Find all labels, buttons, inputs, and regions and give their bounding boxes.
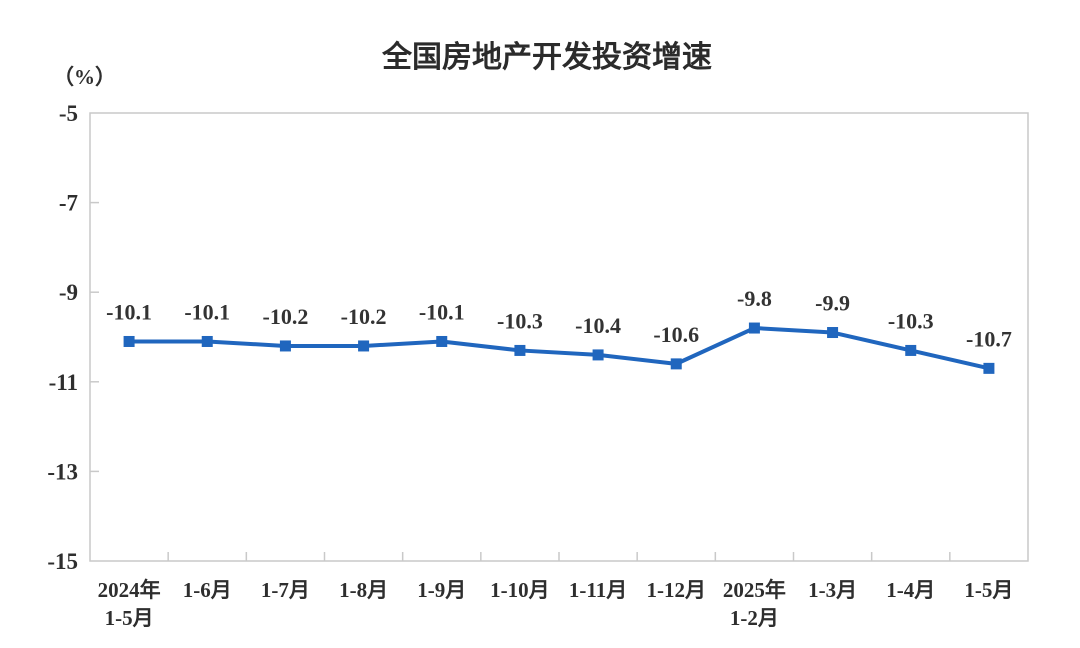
data-point-marker	[827, 327, 839, 339]
y-axis-tick-label: -9	[59, 280, 78, 305]
data-point-marker	[436, 335, 448, 347]
y-axis-unit-label: （%）	[53, 65, 116, 89]
x-axis-category-label: 1-3月	[808, 578, 857, 602]
x-axis-category-label: 1-4月	[886, 578, 935, 602]
data-point-label: -10.6	[653, 322, 699, 347]
y-axis-tick-label: -7	[59, 191, 78, 216]
data-point-label: -10.1	[184, 299, 230, 324]
x-axis-category-label: 2024年 1-5月	[98, 578, 161, 630]
data-point-marker	[592, 349, 604, 361]
data-point-label: -10.3	[888, 308, 934, 333]
data-point-label: -9.8	[737, 286, 772, 311]
data-point-marker	[748, 322, 760, 334]
data-point-label: -10.2	[263, 304, 309, 329]
y-axis-tick-label: -13	[47, 459, 78, 484]
data-point-label: -10.1	[419, 299, 465, 324]
data-point-label: -10.3	[497, 308, 543, 333]
chart-title: 全国房地产开发投资增速	[381, 40, 712, 74]
x-axis-category-label: 1-9月	[417, 578, 466, 602]
data-point-marker	[670, 358, 682, 370]
data-point-label: -9.9	[815, 291, 850, 316]
x-axis-category-label: 1-8月	[339, 578, 388, 602]
plot-border	[89, 112, 1029, 562]
x-axis-category-label: 1-11月	[569, 578, 627, 602]
data-point-marker	[201, 335, 213, 347]
data-point-marker	[514, 344, 526, 356]
data-point-label: -10.4	[575, 313, 621, 338]
data-point-marker	[905, 344, 917, 356]
y-axis-tick-label: -5	[59, 101, 78, 126]
x-axis-category-label: 1-10月	[490, 578, 550, 602]
data-point-label: -10.7	[966, 326, 1012, 351]
x-axis-category-label: 1-12月	[647, 578, 707, 602]
data-point-label: -10.1	[106, 299, 152, 324]
data-point-marker	[123, 335, 135, 347]
x-axis-category-label: 1-5月	[964, 578, 1013, 602]
plot-area: -5 -7 -9 -11 -13 -15 2024年 1-5月 1-6月 1-7月 1-8月 1-9月…	[47, 101, 1029, 630]
data-point-marker	[358, 340, 370, 352]
data-line	[127, 326, 991, 371]
data-point-marker	[983, 362, 995, 374]
data-point-label: -10.2	[341, 304, 387, 329]
x-axis-category-label: 1-6月	[183, 578, 232, 602]
y-axis-tick-label: -15	[47, 549, 78, 574]
x-axis-category-label: 1-7月	[261, 578, 310, 602]
data-point-marker	[279, 340, 291, 352]
x-axis-category-label: 2025年 1-2月	[723, 578, 786, 630]
y-axis-tick-label: -11	[49, 370, 78, 395]
